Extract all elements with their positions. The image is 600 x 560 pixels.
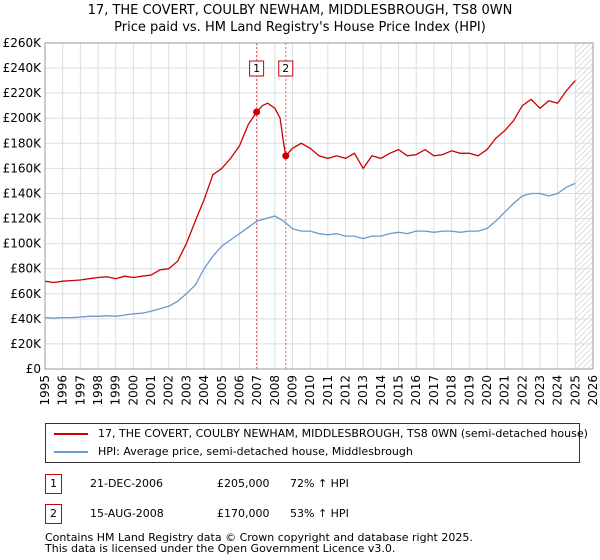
- x-tick-label: 2025: [568, 375, 582, 406]
- legend: 17, THE COVERT, COULBY NEWHAM, MIDDLESBR…: [45, 423, 588, 463]
- x-tick-label: 2026: [586, 375, 600, 406]
- sale-label-1: 1: [253, 62, 260, 75]
- x-tick-label: 2000: [126, 375, 140, 406]
- legend-line-hpi: [54, 451, 88, 453]
- sale-point-2: [282, 152, 290, 160]
- chart-title: 17, THE COVERT, COULBY NEWHAM, MIDDLESBR…: [87, 3, 513, 18]
- chart-subtitle: Price paid vs. HM Land Registry's House …: [114, 20, 486, 35]
- y-tick-label: £100K: [3, 237, 43, 251]
- legend-line-property: [54, 433, 88, 435]
- x-tick-label: 2011: [321, 375, 335, 406]
- x-tick-label: 1999: [109, 375, 123, 406]
- footer-copyright: Contains HM Land Registry data © Crown c…: [45, 531, 473, 544]
- y-tick-label: £0: [26, 362, 41, 376]
- future-shading: [575, 43, 593, 369]
- y-tick-label: £120K: [3, 212, 43, 226]
- sale-marker-1: 1: [45, 474, 62, 494]
- sale-label-box-1: [249, 60, 265, 77]
- footer-license: This data is licensed under the Open Gov…: [45, 542, 396, 555]
- x-tick-label: 2012: [339, 375, 353, 406]
- y-tick-label: £20K: [10, 337, 42, 351]
- sale-marker-2: 2: [45, 504, 62, 524]
- footer: Contains HM Land Registry data © Crown c…: [45, 532, 473, 554]
- x-tick-label: 2014: [374, 375, 388, 406]
- x-tick-label: 1995: [38, 375, 52, 406]
- x-tick-label: 2015: [392, 375, 406, 406]
- x-tick-label: 2009: [285, 375, 299, 406]
- x-tick-label: 2010: [303, 375, 317, 406]
- x-tick-label: 2007: [250, 375, 264, 406]
- y-tick-label: £60K: [10, 287, 42, 301]
- x-tick-label: 2024: [551, 375, 565, 406]
- x-tick-label: 1998: [91, 375, 105, 406]
- sale-price-1: £205,000: [217, 477, 270, 490]
- sale-point-1: [253, 108, 261, 116]
- x-tick-label: 2023: [533, 375, 547, 406]
- x-tick-label: 2016: [409, 375, 423, 406]
- plot-area: [45, 43, 593, 369]
- hpi-line: [44, 182, 576, 319]
- y-tick-label: £200K: [3, 111, 43, 125]
- y-tick-label: £180K: [3, 136, 43, 150]
- x-tick-label: 2008: [268, 375, 282, 406]
- x-tick-label: 2006: [232, 375, 246, 406]
- y-tick-label: £240K: [3, 61, 43, 75]
- x-tick-label: 2005: [215, 375, 229, 406]
- legend-label-hpi: HPI: Average price, semi-detached house,…: [98, 445, 413, 458]
- x-tick-label: 2017: [427, 375, 441, 406]
- y-tick-label: £80K: [10, 262, 42, 276]
- y-tick-label: £40K: [10, 312, 42, 326]
- price-chart: £0 £20K £40K £60K £80K £100K £120K £140K £160K £1…: [3, 36, 600, 406]
- sale-hpi-2: 53% ↑ HPI: [290, 507, 349, 520]
- plot-frame: [44, 42, 594, 370]
- property-price-line: [44, 80, 576, 284]
- x-tick-label: 2022: [515, 375, 529, 406]
- x-tick-label: 1997: [73, 375, 87, 406]
- x-tick-label: 2021: [498, 375, 512, 406]
- x-tick-label: 2001: [144, 375, 158, 406]
- x-tick-label: 2019: [462, 375, 476, 406]
- y-tick-label: £220K: [3, 86, 43, 100]
- x-tick-label: 2003: [179, 375, 193, 406]
- y-tick-label: £160K: [3, 161, 43, 175]
- x-tick-label: 1996: [56, 375, 70, 406]
- x-tick-label: 2002: [162, 375, 176, 406]
- y-tick-label: £260K: [3, 36, 43, 50]
- x-tick-label: 2020: [480, 375, 494, 406]
- sale-price-2: £170,000: [217, 507, 270, 520]
- sale-label-box-2: [278, 60, 294, 77]
- sale-date-1: 21-DEC-2006: [90, 477, 164, 490]
- x-tick-label: 2004: [197, 375, 211, 406]
- x-tick-label: 2013: [356, 375, 370, 406]
- sale-hpi-1: 72% ↑ HPI: [290, 477, 349, 490]
- x-tick-label: 2018: [445, 375, 459, 406]
- sale-label-2: 2: [282, 62, 289, 75]
- sale-date-2: 15-AUG-2008: [90, 507, 164, 520]
- legend-label-property: 17, THE COVERT, COULBY NEWHAM, MIDDLESBR…: [98, 427, 588, 440]
- y-tick-label: £140K: [3, 186, 43, 200]
